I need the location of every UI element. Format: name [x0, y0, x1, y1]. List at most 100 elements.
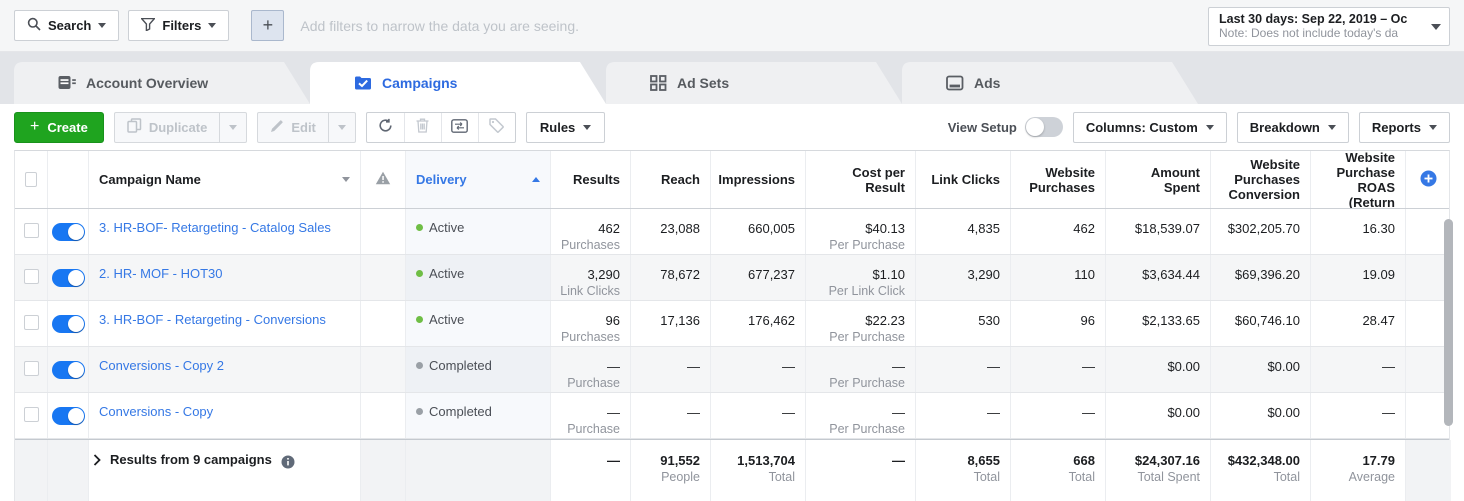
reach-header-label: Reach [660, 172, 700, 187]
results-label: Purchase [567, 422, 620, 436]
tab-account-overview[interactable]: Account Overview [14, 62, 310, 104]
campaigns-table: Campaign Name Delivery Results Reach Imp… [14, 150, 1451, 501]
duplicate-button[interactable]: Duplicate [113, 111, 221, 143]
delivery-status: Active [429, 220, 465, 235]
breakdown-button[interactable]: Breakdown [1236, 111, 1349, 143]
cost-label: Per Purchase [829, 238, 905, 252]
tab-campaigns[interactable]: Campaigns [310, 62, 606, 104]
footer-roas-cell: 17.79 Average [1311, 440, 1406, 501]
select-all-checkbox[interactable] [25, 172, 37, 187]
link-clicks-header[interactable]: Link Clicks [916, 151, 1011, 208]
info-icon[interactable] [281, 453, 295, 472]
row-checkbox[interactable] [23, 315, 39, 330]
campaign-name-link[interactable]: 2. HR- MOF - HOT30 [99, 266, 223, 281]
plus-circle-icon[interactable] [1420, 170, 1437, 190]
roas-cell: 16.30 [1311, 209, 1406, 254]
campaign-name-header[interactable]: Campaign Name [89, 151, 361, 208]
impressions-cell: 176,462 [711, 301, 806, 346]
row-checkbox[interactable] [23, 361, 39, 376]
footer-cost-value: — [892, 453, 905, 468]
sort-ascending-icon [532, 177, 540, 182]
wp-conversion-header[interactable]: Website Purchases Conversion [1211, 151, 1311, 208]
campaign-toggle[interactable] [51, 315, 85, 333]
duplicate-menu-button[interactable] [220, 111, 248, 143]
conversion-value: $302,205.70 [1227, 221, 1300, 236]
footer-spent-label: Total Spent [1137, 470, 1200, 484]
delivery-header[interactable]: Delivery [406, 151, 551, 208]
results-header[interactable]: Results [551, 151, 631, 208]
campaign-name-link[interactable]: 3. HR-BOF - Retargeting - Conversions [99, 312, 326, 327]
create-button[interactable]: + Create [14, 111, 104, 143]
cost-value: $1.10 [872, 267, 905, 282]
chevron-down-icon [1205, 124, 1214, 130]
vertical-scrollbar[interactable] [1444, 219, 1453, 426]
add-filter-button[interactable]: + [251, 10, 285, 41]
website-purchases-value: 110 [1074, 267, 1095, 282]
tab-ads[interactable]: Ads [902, 62, 1198, 104]
footer-purchases-label: Total [1068, 470, 1095, 484]
ab-test-button[interactable] [440, 112, 478, 142]
edit-menu-button[interactable] [328, 111, 356, 143]
campaign-toggle[interactable] [51, 223, 85, 241]
link-clicks-cell: 530 [916, 301, 1011, 346]
results-value: — [607, 405, 620, 420]
duplicate-button-group: Duplicate [113, 111, 248, 143]
campaign-toggle[interactable] [51, 269, 85, 287]
chevron-down-icon [208, 23, 217, 28]
rules-button[interactable]: Rules [525, 111, 606, 143]
campaign-row: Conversions - Copy Completed — Purchase —… [15, 393, 1449, 439]
campaign-name-cell: 3. HR-BOF - Retargeting - Conversions [89, 301, 361, 346]
campaign-name-link[interactable]: Conversions - Copy 2 [99, 358, 224, 373]
cost-per-result-cell: $40.13 Per Purchase [806, 209, 916, 254]
results-cell: — Purchase [551, 393, 631, 438]
reach-value: 23,088 [660, 221, 700, 236]
row-checkbox[interactable] [23, 269, 39, 284]
roas-header[interactable]: Website Purchase ROAS (Return [1311, 151, 1406, 208]
refresh-button[interactable] [367, 113, 404, 142]
row-checkbox[interactable] [23, 223, 39, 238]
wp-conversion-header-label: Website Purchases Conversion [1228, 157, 1300, 202]
cost-per-result-header-label: Cost per Result [852, 164, 905, 195]
website-purchases-header-label: Website Purchases [1029, 164, 1095, 195]
view-setup-label: View Setup [947, 119, 1017, 135]
view-setup-toggle[interactable] [1024, 117, 1063, 137]
footer-conversion-label: Total [1273, 470, 1300, 484]
row-select-cell [15, 301, 48, 346]
campaign-toggle[interactable] [51, 407, 85, 425]
campaign-name-link[interactable]: Conversions - Copy [99, 404, 214, 419]
campaign-name-link[interactable]: 3. HR-BOF- Retargeting - Catalog Sales [99, 220, 331, 235]
cost-per-result-header[interactable]: Cost per Result [806, 151, 916, 208]
footer-results-value: — [607, 453, 620, 468]
website-purchases-header[interactable]: Website Purchases [1011, 151, 1106, 208]
website-purchases-cell: — [1011, 347, 1106, 392]
reports-button[interactable]: Reports [1358, 111, 1450, 143]
chevron-down-icon [337, 124, 346, 130]
toolbar: + Create Duplicate Edit Rules [0, 104, 1464, 150]
pencil-icon [270, 119, 284, 136]
filters-button[interactable]: Filters [128, 10, 230, 41]
link-clicks-value: — [987, 359, 1000, 374]
footer-reach-cell: 91,552 People [631, 440, 711, 501]
table-header: Campaign Name Delivery Results Reach Imp… [15, 151, 1449, 209]
refresh-icon [378, 118, 393, 136]
search-button[interactable]: Search [14, 10, 120, 41]
filter-bar: Search Filters + Add filters to narrow t… [0, 0, 1464, 52]
delete-button[interactable] [403, 112, 441, 142]
date-range-button[interactable]: Last 30 days: Sep 22, 2019 – Oc Note: Do… [1208, 7, 1450, 46]
amount-spent-header[interactable]: Amount Spent [1106, 151, 1211, 208]
breakdown-label: Breakdown [1249, 119, 1320, 135]
chevron-right-icon[interactable] [93, 452, 101, 469]
delivery-status: Active [429, 312, 465, 327]
filters-label: Filters [162, 18, 202, 33]
tag-button[interactable] [477, 112, 515, 142]
impressions-cell: 677,237 [711, 255, 806, 300]
impressions-header[interactable]: Impressions [711, 151, 806, 208]
tab-ad-sets[interactable]: Ad Sets [606, 62, 902, 104]
row-checkbox[interactable] [23, 407, 39, 422]
impressions-value: 176,462 [748, 313, 795, 328]
campaign-toggle[interactable] [51, 361, 85, 379]
edit-button[interactable]: Edit [257, 111, 329, 143]
row-toggle-cell [48, 301, 89, 346]
reach-header[interactable]: Reach [631, 151, 711, 208]
columns-button[interactable]: Columns: Custom [1072, 111, 1227, 143]
